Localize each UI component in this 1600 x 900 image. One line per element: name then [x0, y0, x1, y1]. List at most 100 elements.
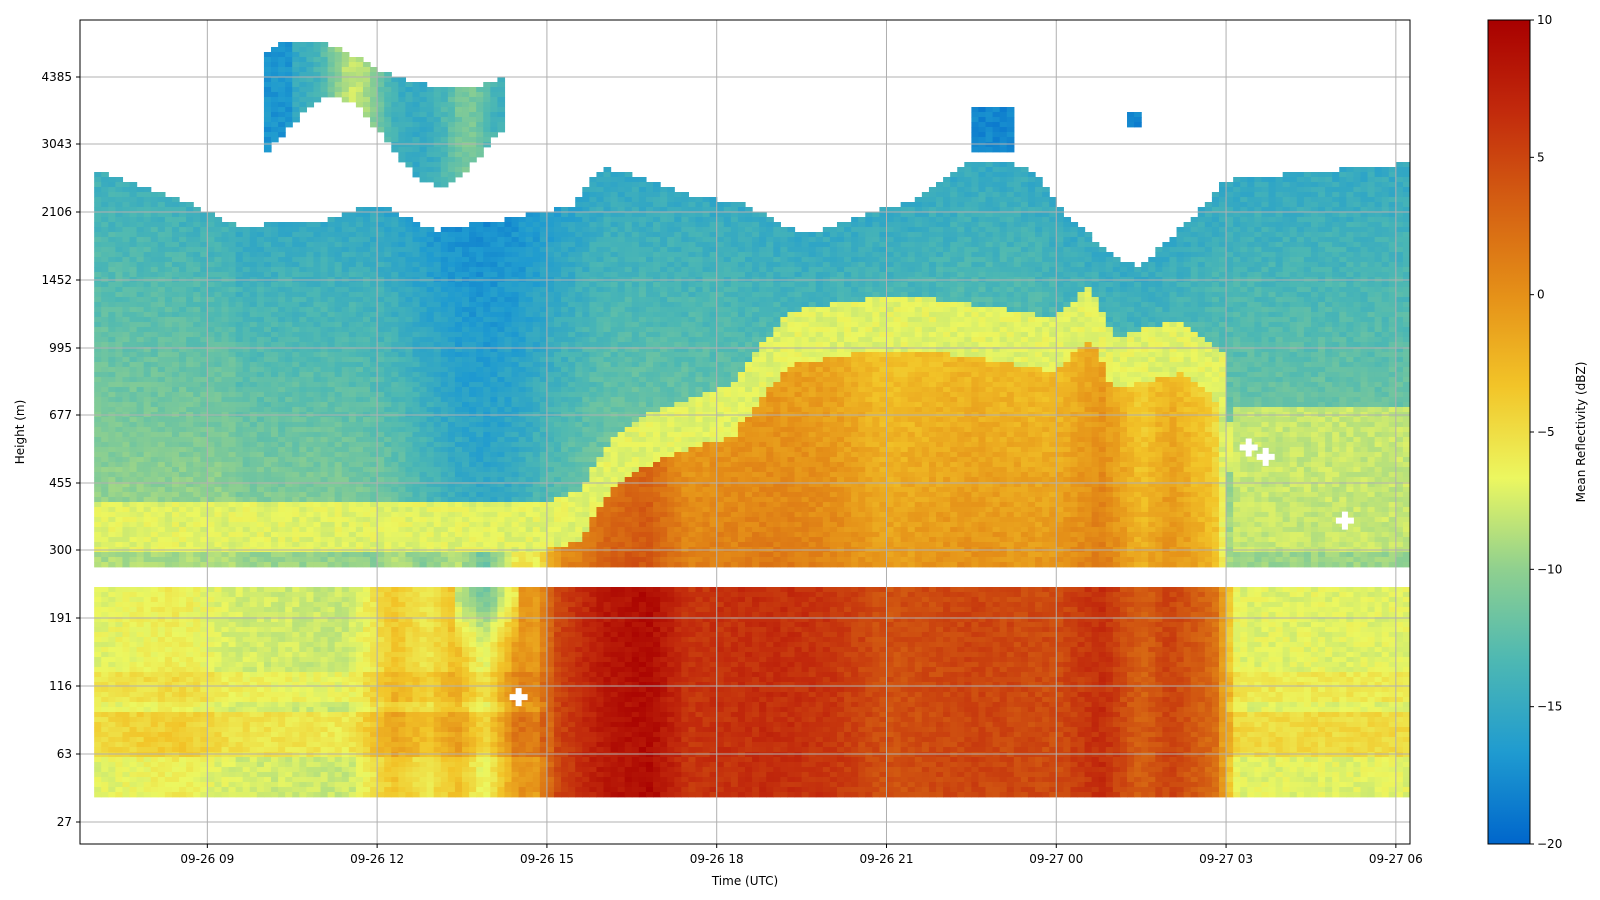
- heatmap-cell: [214, 237, 223, 243]
- heatmap-cell: [384, 82, 392, 88]
- heatmap-cell: [122, 182, 131, 188]
- heatmap-cell: [228, 242, 237, 248]
- heatmap-cell: [249, 792, 258, 798]
- heatmap-cell: [278, 342, 286, 348]
- heatmap-cell: [164, 562, 173, 568]
- heatmap-cell: [157, 527, 166, 533]
- heatmap-cell: [320, 617, 329, 623]
- heatmap-cell: [164, 512, 173, 518]
- heatmap-cell: [292, 52, 300, 58]
- heatmap-cell: [150, 777, 159, 783]
- heatmap-cell: [263, 97, 272, 103]
- heatmap-cell: [313, 767, 322, 773]
- heatmap-cell: [242, 307, 251, 313]
- heatmap-cell: [271, 372, 279, 378]
- heatmap-cell: [299, 792, 307, 798]
- heatmap-cell: [299, 407, 307, 413]
- heatmap-cell: [334, 67, 343, 73]
- heatmap-cell: [207, 457, 216, 463]
- heatmap-cell: [256, 492, 265, 498]
- heatmap-cell: [157, 737, 166, 743]
- heatmap-cell: [101, 672, 109, 678]
- heatmap-cell: [377, 782, 385, 788]
- heatmap-cell: [115, 272, 124, 278]
- heatmap-cell: [313, 287, 322, 293]
- heatmap-cell: [228, 752, 237, 758]
- heatmap-cell: [179, 727, 187, 733]
- heatmap-cell: [101, 312, 109, 318]
- heatmap-cell: [348, 557, 357, 563]
- heatmap-cell: [249, 282, 258, 288]
- heatmap-cell: [377, 542, 385, 548]
- heatmap-cell: [150, 692, 159, 698]
- heatmap-cell: [271, 52, 279, 58]
- heatmap-cell: [228, 322, 237, 328]
- heatmap-cell: [108, 447, 116, 453]
- heatmap-cell: [143, 792, 152, 798]
- heatmap-cell: [242, 677, 251, 683]
- heatmap-cell: [299, 97, 307, 103]
- heatmap-cell: [299, 327, 307, 333]
- heatmap-cell: [249, 477, 258, 483]
- heatmap-cell: [348, 447, 357, 453]
- heatmap-cell: [384, 102, 392, 108]
- heatmap-cell: [200, 272, 208, 278]
- heatmap-cell: [271, 272, 279, 278]
- heatmap-cell: [122, 207, 131, 213]
- heatmap-cell: [171, 422, 180, 428]
- heatmap-cell: [115, 792, 124, 798]
- heatmap-cell: [186, 307, 194, 313]
- heatmap-cell: [306, 712, 315, 718]
- heatmap-cell: [200, 447, 208, 453]
- heatmap-cell: [143, 242, 152, 248]
- heatmap-cell: [200, 772, 208, 778]
- heatmap-cell: [278, 592, 286, 598]
- heatmap-cell: [341, 502, 350, 508]
- heatmap-cell: [108, 352, 116, 358]
- heatmap-cell: [164, 472, 173, 478]
- heatmap-cell: [129, 307, 138, 313]
- heatmap-cell: [292, 92, 300, 98]
- heatmap-cell: [313, 502, 322, 508]
- heatmap-cell: [235, 507, 244, 513]
- heatmap-cell: [214, 367, 223, 373]
- heatmap-cell: [193, 302, 201, 308]
- heatmap-cell: [327, 562, 336, 568]
- heatmap-cell: [249, 627, 258, 633]
- heatmap-cell: [313, 527, 322, 533]
- heatmap-cell: [313, 462, 322, 468]
- heatmap-cell: [94, 327, 102, 333]
- heatmap-cell: [108, 477, 116, 483]
- heatmap-cell: [334, 737, 343, 743]
- heatmap-cell: [377, 237, 385, 243]
- heatmap-cell: [306, 517, 315, 523]
- heatmap-cell: [377, 397, 385, 403]
- heatmap-cell: [150, 677, 159, 683]
- heatmap-cell: [186, 732, 194, 738]
- heatmap-cell: [341, 72, 350, 78]
- heatmap-cell: [334, 92, 343, 98]
- heatmap-cell: [278, 52, 286, 58]
- heatmap-cell: [129, 232, 138, 238]
- heatmap-cell: [313, 677, 322, 683]
- heatmap-cell: [108, 302, 116, 308]
- heatmap-cell: [348, 237, 357, 243]
- heatmap-cell: [221, 662, 230, 668]
- heatmap-cell: [164, 217, 173, 223]
- heatmap-cell: [341, 257, 350, 263]
- heatmap-cell: [164, 612, 173, 618]
- heatmap-cell: [370, 672, 378, 678]
- heatmap-cell: [129, 417, 138, 423]
- heatmap-cell: [249, 337, 258, 343]
- heatmap-cell: [171, 237, 180, 243]
- heatmap-cell: [228, 392, 237, 398]
- heatmap-cell: [292, 247, 300, 253]
- heatmap-cell: [327, 222, 336, 228]
- heatmap-cell: [341, 407, 350, 413]
- heatmap-cell: [362, 727, 371, 733]
- heatmap-cell: [242, 462, 251, 468]
- heatmap-cell: [129, 437, 138, 443]
- heatmap-cell: [136, 427, 145, 433]
- heatmap-cell: [285, 647, 293, 653]
- heatmap-cell: [334, 752, 343, 758]
